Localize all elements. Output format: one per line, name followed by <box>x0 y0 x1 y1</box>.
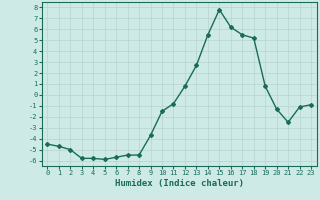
X-axis label: Humidex (Indice chaleur): Humidex (Indice chaleur) <box>115 179 244 188</box>
